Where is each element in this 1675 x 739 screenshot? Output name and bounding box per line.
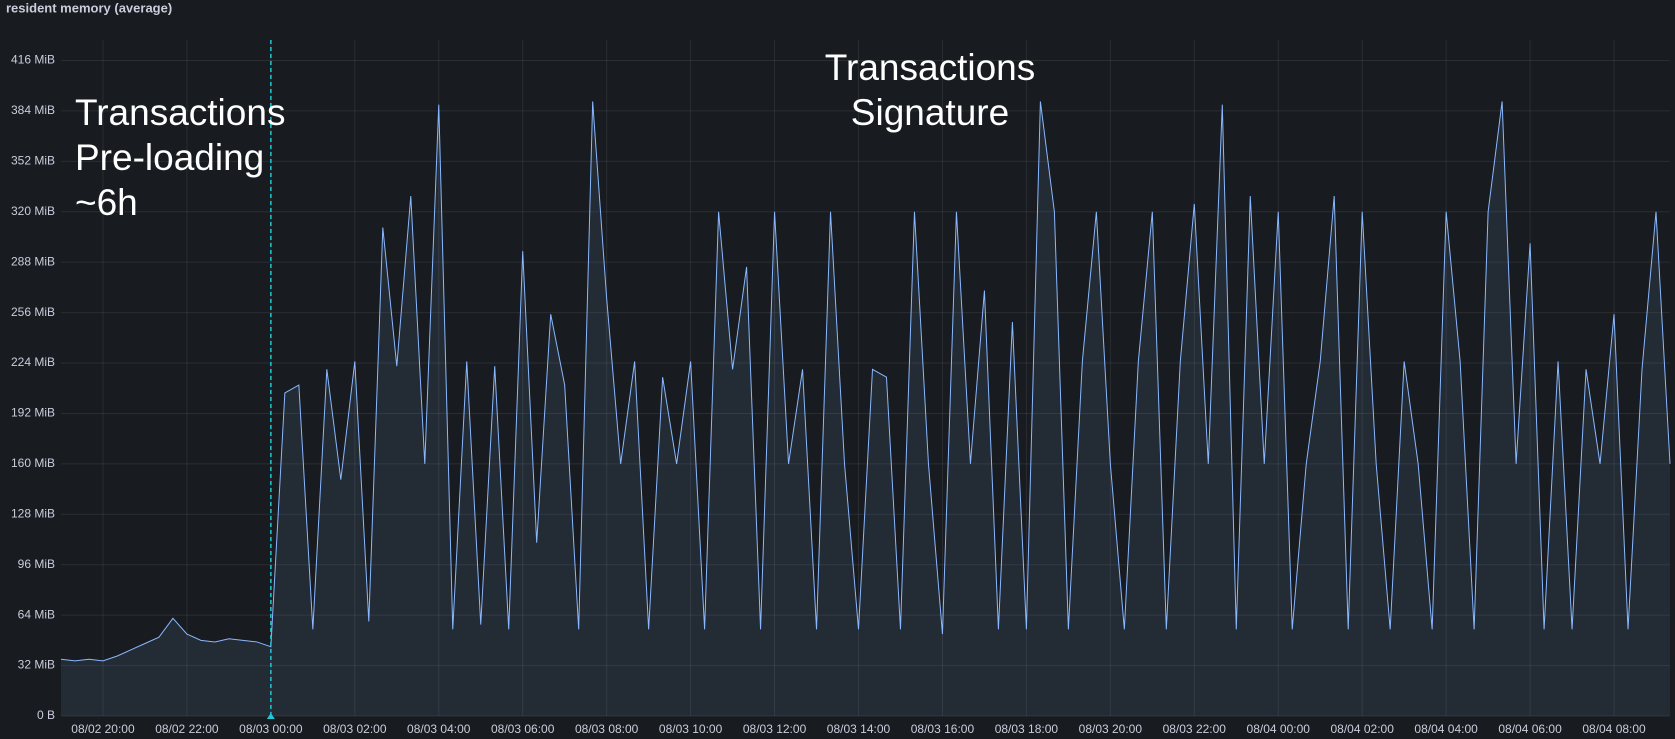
y-tick-label: 32 MiB <box>18 658 55 672</box>
area <box>61 101 1670 717</box>
x-tick-label: 08/03 10:00 <box>659 722 723 736</box>
x-tick-label: 08/03 14:00 <box>827 722 891 736</box>
annotation-text: Transactions <box>825 47 1035 88</box>
x-tick-label: 08/03 18:00 <box>995 722 1059 736</box>
x-tick-label: 08/02 22:00 <box>155 722 219 736</box>
x-tick-label: 08/03 16:00 <box>911 722 975 736</box>
y-tick-label: 384 MiB <box>11 103 55 117</box>
y-tick-label: 128 MiB <box>11 506 55 520</box>
annotation-text: Signature <box>851 92 1009 133</box>
x-tick-label: 08/04 02:00 <box>1330 722 1394 736</box>
y-tick-label: 288 MiB <box>11 254 55 268</box>
y-tick-label: 64 MiB <box>18 607 55 621</box>
x-tick-label: 08/03 20:00 <box>1079 722 1143 736</box>
annotation-text: Transactions <box>75 92 285 133</box>
y-tick-label: 0 B <box>37 708 55 722</box>
x-tick-label: 08/04 06:00 <box>1498 722 1562 736</box>
y-tick-label: 320 MiB <box>11 204 55 218</box>
y-tick-label: 160 MiB <box>11 456 55 470</box>
y-tick-label: 192 MiB <box>11 406 55 420</box>
annotation-text: ~6h <box>75 182 138 223</box>
x-tick-label: 08/03 04:00 <box>407 722 471 736</box>
y-tick-label: 96 MiB <box>18 557 55 571</box>
x-tick-label: 08/03 08:00 <box>575 722 639 736</box>
x-tick-label: 08/03 02:00 <box>323 722 387 736</box>
y-tick-label: 352 MiB <box>11 154 55 168</box>
panel-title: resident memory (average) <box>6 0 172 15</box>
annotation-text: Pre-loading <box>75 137 264 178</box>
x-tick-label: 08/04 00:00 <box>1247 722 1311 736</box>
annotation-marker-tip <box>266 713 275 719</box>
x-tick-label: 08/02 20:00 <box>71 722 135 736</box>
x-tick-label: 08/03 00:00 <box>239 722 303 736</box>
y-tick-label: 416 MiB <box>11 53 55 67</box>
x-tick-label: 08/03 22:00 <box>1163 722 1227 736</box>
x-tick-label: 08/04 04:00 <box>1414 722 1478 736</box>
line <box>60 101 1671 662</box>
x-tick-label: 08/03 06:00 <box>491 722 555 736</box>
y-tick-label: 224 MiB <box>11 355 55 369</box>
y-tick-label: 256 MiB <box>11 305 55 319</box>
x-tick-label: 08/03 12:00 <box>743 722 807 736</box>
x-tick-label: 08/04 08:00 <box>1582 722 1646 736</box>
